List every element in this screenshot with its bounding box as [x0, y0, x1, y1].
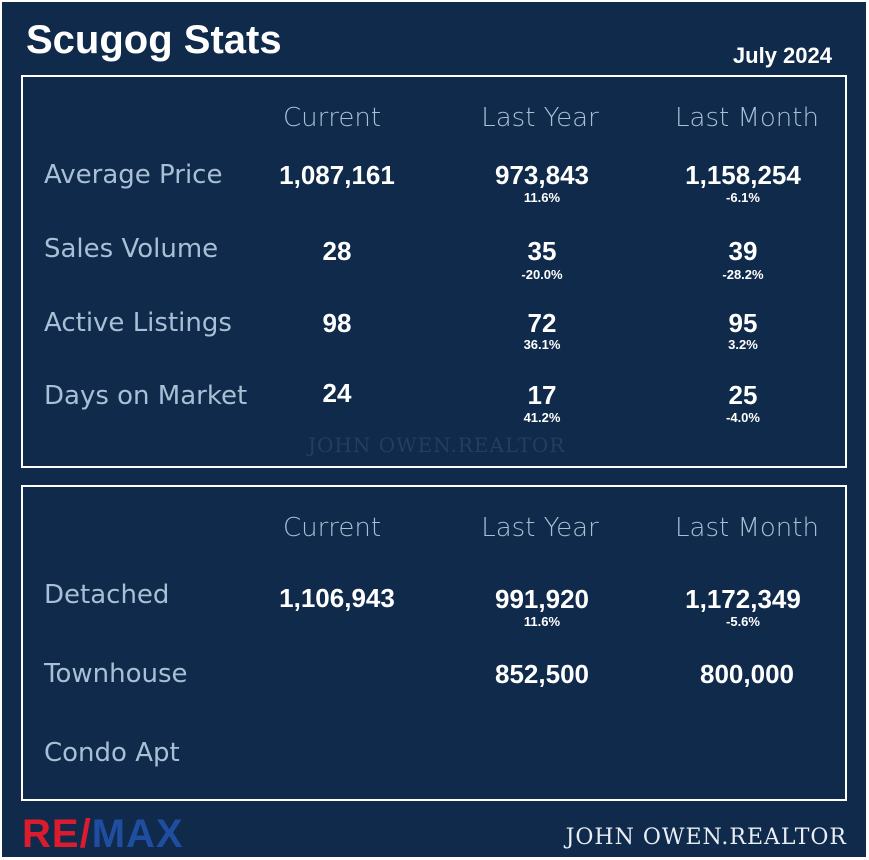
- row-label-condo-apt: Condo Apt: [44, 738, 180, 768]
- remax-logo: RE/MAX: [22, 814, 184, 854]
- active-listings-current: 98: [322, 308, 352, 338]
- average-price-last-month-change: -6.1%: [726, 190, 760, 205]
- column-header-current: Current: [282, 513, 382, 543]
- days-on-market-last-month: 25: [728, 380, 758, 410]
- days-on-market-last-month-change: -4.0%: [726, 410, 760, 425]
- active-listings-last-year: 72: [527, 308, 557, 338]
- detached-last-year: 991,920: [495, 584, 589, 614]
- report-date: July 2024: [732, 43, 832, 68]
- active-listings-last-month-change: 3.2%: [728, 337, 758, 352]
- remax-logo-text-1: RE/: [22, 812, 92, 856]
- watermark: JOHN OWEN.REALTOR: [308, 433, 566, 457]
- remax-logo-text-2: MAX: [91, 812, 184, 856]
- sales-volume-last-year-change: -20.0%: [521, 267, 563, 282]
- detached-last-year-change: 11.6%: [523, 614, 561, 629]
- realtor-name: JOHN OWEN.REALTOR: [565, 825, 847, 850]
- column-header-last-year: Last Year: [481, 513, 599, 543]
- average-price-last-year-change: 11.6%: [523, 190, 561, 205]
- days-on-market-last-year: 17: [527, 380, 557, 410]
- average-price-current: 1,087,161: [279, 160, 395, 190]
- average-price-last-year: 973,843: [495, 160, 589, 190]
- sales-volume-last-year: 35: [527, 236, 557, 266]
- summary-stats-panel: Current Last Year Last Month Average Pri…: [21, 75, 847, 468]
- row-label-average-price: Average Price: [44, 160, 223, 190]
- active-listings-last-month: 95: [728, 308, 758, 338]
- detached-last-month-change: -5.6%: [726, 614, 760, 629]
- townhouse-last-month: 800,000: [700, 659, 794, 689]
- townhouse-last-year: 852,500: [495, 659, 589, 689]
- sales-volume-last-month: 39: [728, 236, 758, 266]
- row-label-sales-volume: Sales Volume: [44, 234, 219, 264]
- column-header-current: Current: [282, 103, 382, 133]
- row-label-townhouse: Townhouse: [44, 659, 188, 689]
- column-header-last-month: Last Month: [675, 513, 819, 543]
- property-type-panel: Current Last Year Last Month Detached 1,…: [21, 485, 847, 801]
- row-label-detached: Detached: [44, 580, 170, 610]
- detached-last-month: 1,172,349: [685, 584, 801, 614]
- average-price-last-month: 1,158,254: [685, 160, 801, 190]
- days-on-market-current: 24: [322, 378, 352, 408]
- sales-volume-last-month-change: -28.2%: [722, 267, 764, 282]
- sales-volume-current: 28: [322, 236, 352, 266]
- row-label-active-listings: Active Listings: [44, 308, 232, 338]
- page-title: Scugog Stats: [26, 18, 282, 62]
- days-on-market-last-year-change: 41.2%: [523, 410, 561, 425]
- column-header-last-month: Last Month: [675, 103, 819, 133]
- column-header-last-year: Last Year: [481, 103, 599, 133]
- detached-current: 1,106,943: [279, 583, 395, 613]
- row-label-days-on-market: Days on Market: [44, 381, 248, 411]
- active-listings-last-year-change: 36.1%: [523, 337, 561, 352]
